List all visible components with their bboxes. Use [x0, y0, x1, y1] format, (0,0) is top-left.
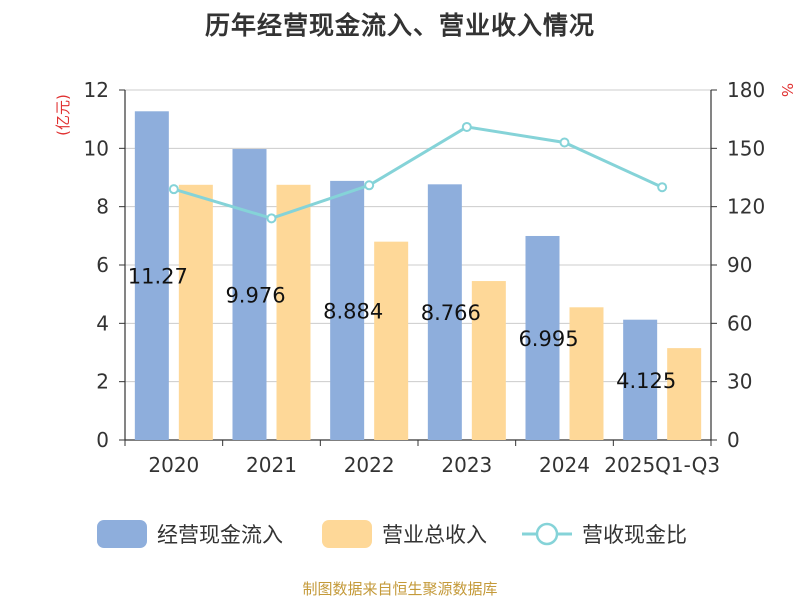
left-tick-label: 6: [96, 253, 109, 277]
bar-data-label: 6.995: [518, 327, 578, 351]
legend-label: 营业总收入: [382, 523, 487, 547]
right-tick-label: 180: [727, 78, 765, 102]
source-note: 制图数据来自恒生聚源数据库: [302, 580, 498, 598]
ratio-point: [364, 180, 375, 191]
left-axis-unit: (亿元): [54, 94, 72, 136]
ratio-point: [266, 213, 277, 224]
right-tick-label: 150: [727, 136, 765, 160]
legend-swatch: [97, 520, 147, 548]
bar-cash-inflow: [525, 235, 560, 440]
left-tick-label: 12: [84, 78, 109, 102]
chart-title: 历年经营现金流入、营业收入情况: [204, 11, 595, 40]
x-tick-label: 2021: [246, 453, 297, 477]
x-tick-label: 2022: [344, 453, 395, 477]
legend-label: 经营现金流入: [157, 523, 283, 547]
x-tick-label: 2025Q1-Q3: [604, 453, 720, 477]
left-tick-label: 4: [96, 311, 109, 335]
bar-data-label: 8.884: [323, 299, 383, 323]
right-tick-label: 120: [727, 195, 765, 219]
bar-revenue: [276, 184, 311, 440]
bar-revenue: [569, 307, 604, 440]
bar-revenue: [667, 348, 702, 440]
x-tick-label: 2024: [539, 453, 590, 477]
legend-label: 营收现金比: [582, 523, 687, 547]
left-tick-label: 10: [84, 136, 109, 160]
left-tick-label: 8: [96, 195, 109, 219]
right-axis-unit: %: [778, 83, 796, 97]
bar-cash-inflow: [232, 149, 267, 441]
ratio-point: [559, 137, 570, 148]
x-tick-label: 2023: [441, 453, 492, 477]
legend-swatch: [322, 520, 372, 548]
bar-cash-inflow: [330, 180, 365, 440]
ratio-point: [461, 121, 472, 132]
bar-data-label: 11.27: [128, 265, 188, 289]
bar-revenue: [471, 281, 506, 440]
legend-marker: [535, 522, 559, 546]
ratio-point: [168, 184, 179, 195]
right-tick-label: 60: [727, 311, 752, 335]
ratio-line: [173, 125, 663, 220]
ratio-point: [657, 182, 668, 193]
bar-data-label: 8.766: [421, 301, 481, 325]
right-tick-label: 0: [727, 428, 740, 452]
bar-cash-inflow: [134, 111, 169, 441]
left-tick-label: 0: [96, 428, 109, 452]
bar-revenue: [178, 184, 213, 440]
right-tick-label: 90: [727, 253, 752, 277]
bar-cash-inflow: [623, 319, 658, 440]
x-tick-label: 2020: [148, 453, 199, 477]
bar-data-label: 4.125: [616, 369, 676, 393]
left-tick-label: 2: [96, 370, 109, 394]
bar-data-label: 9.976: [225, 284, 285, 308]
bar-revenue: [374, 241, 409, 440]
bar-cash-inflow: [427, 184, 462, 440]
right-tick-label: 30: [727, 370, 752, 394]
